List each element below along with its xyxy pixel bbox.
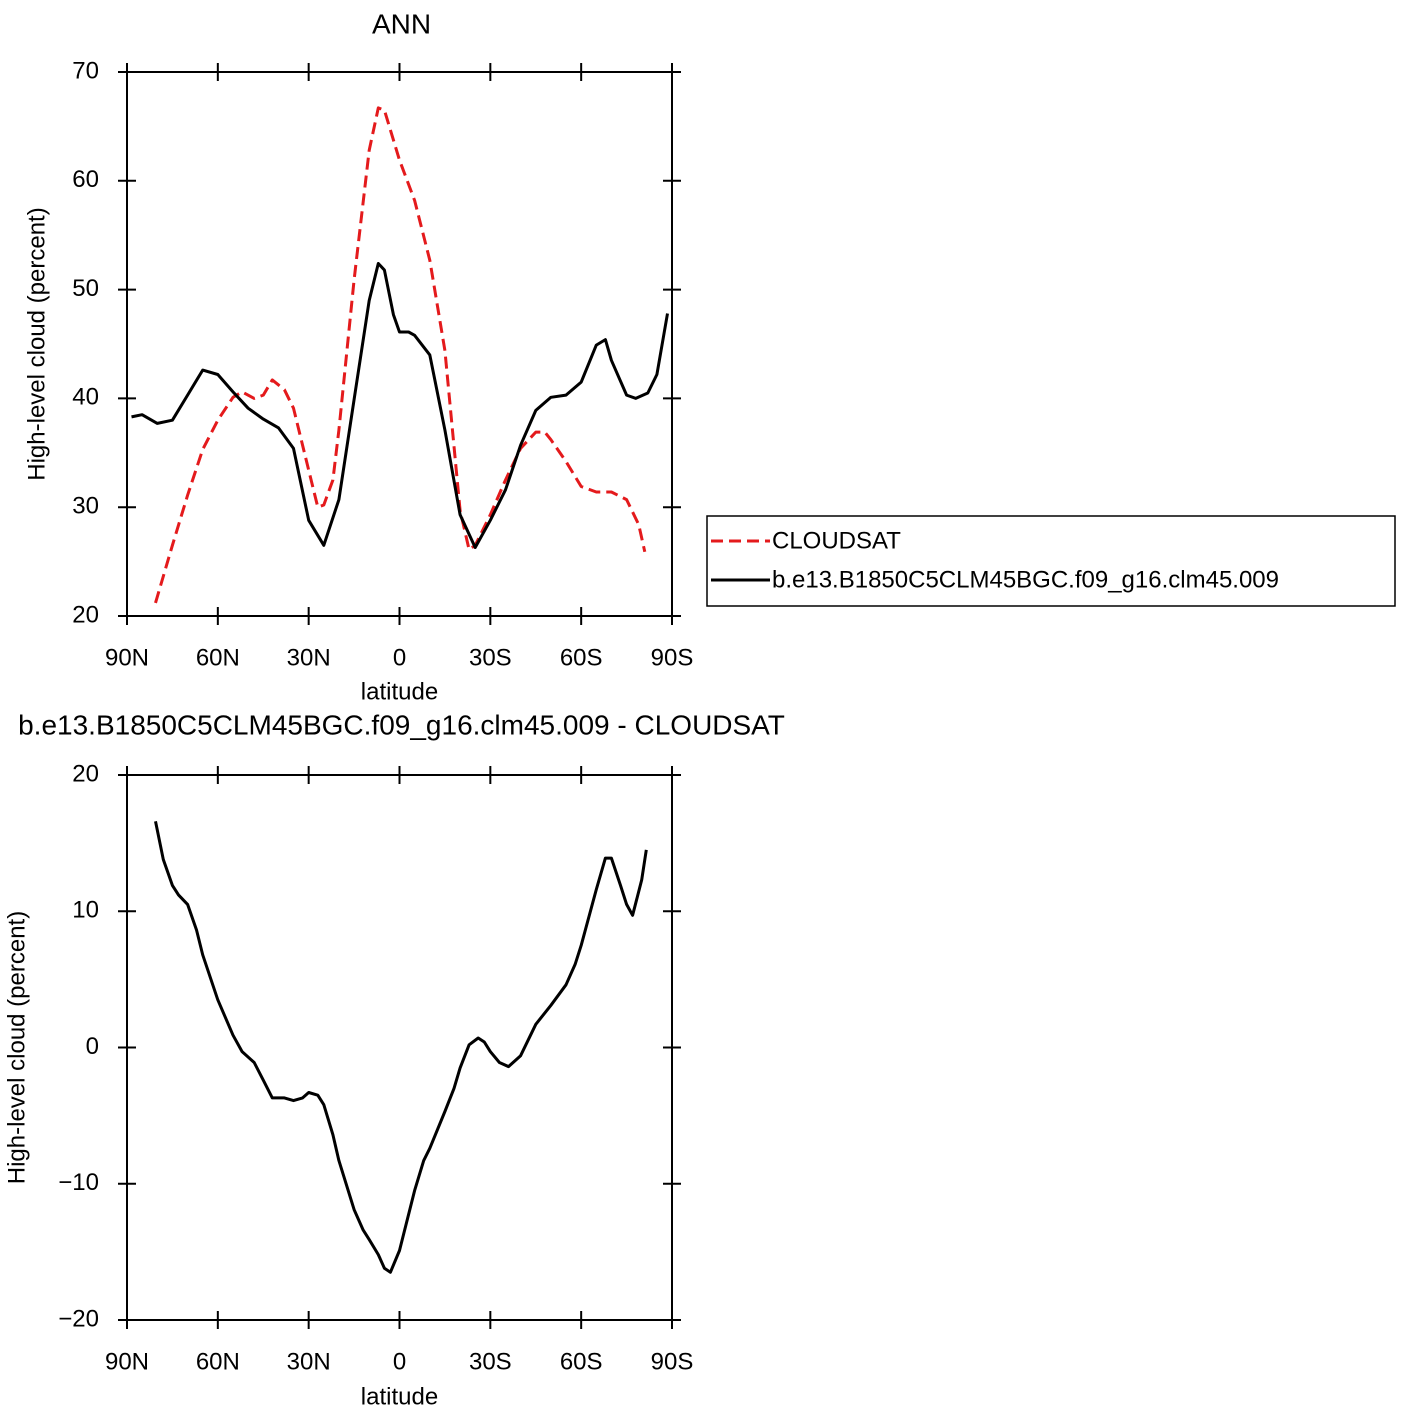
data-line [154,106,647,604]
x-tick-label: 90S [651,644,694,671]
y-tick-label: 60 [72,166,99,193]
y-tick-label: −10 [58,1169,99,1196]
x-axis-label: latitude [361,678,438,705]
x-tick-label: 60S [560,644,603,671]
y-tick-label: 40 [72,384,99,411]
plot-frame [126,774,673,1321]
x-tick-label: 90N [105,644,149,671]
x-tick-label: 90N [105,1348,149,1375]
y-axis-label: High-level cloud (percent) [23,207,50,480]
y-tick-label: 50 [72,275,99,302]
x-tick-label: 30S [469,1348,512,1375]
x-tick-label: 0 [393,1348,406,1375]
legend-box [706,515,1396,607]
y-tick-label: 20 [72,760,99,787]
legend-label: b.e13.B1850C5CLM45BGC.f09_g16.clm45.009 [772,566,1279,593]
x-tick-label: 90S [651,1348,694,1375]
x-tick-label: 30S [469,644,512,671]
x-tick-label: 60N [196,644,240,671]
y-tick-label: 70 [72,57,99,84]
chart-title: b.e13.B1850C5CLM45BGC.f09_g16.clm45.009 … [18,709,785,740]
plot-frame [126,71,673,617]
y-axis-label: High-level cloud (percent) [3,911,30,1184]
x-tick-label: 30N [287,644,331,671]
x-axis-label: latitude [361,1383,438,1410]
x-tick-label: 30N [287,1348,331,1375]
legend-label: CLOUDSAT [772,527,901,554]
y-tick-label: −20 [58,1305,99,1332]
x-tick-label: 60S [560,1348,603,1375]
y-tick-label: 20 [72,601,99,628]
x-tick-label: 0 [393,644,406,671]
data-line [131,262,669,549]
x-tick-label: 60N [196,1348,240,1375]
y-tick-label: 0 [86,1033,99,1060]
y-tick-label: 30 [72,493,99,520]
data-line [154,820,648,1274]
chart-title: ANN [372,8,431,39]
y-tick-label: 10 [72,897,99,924]
